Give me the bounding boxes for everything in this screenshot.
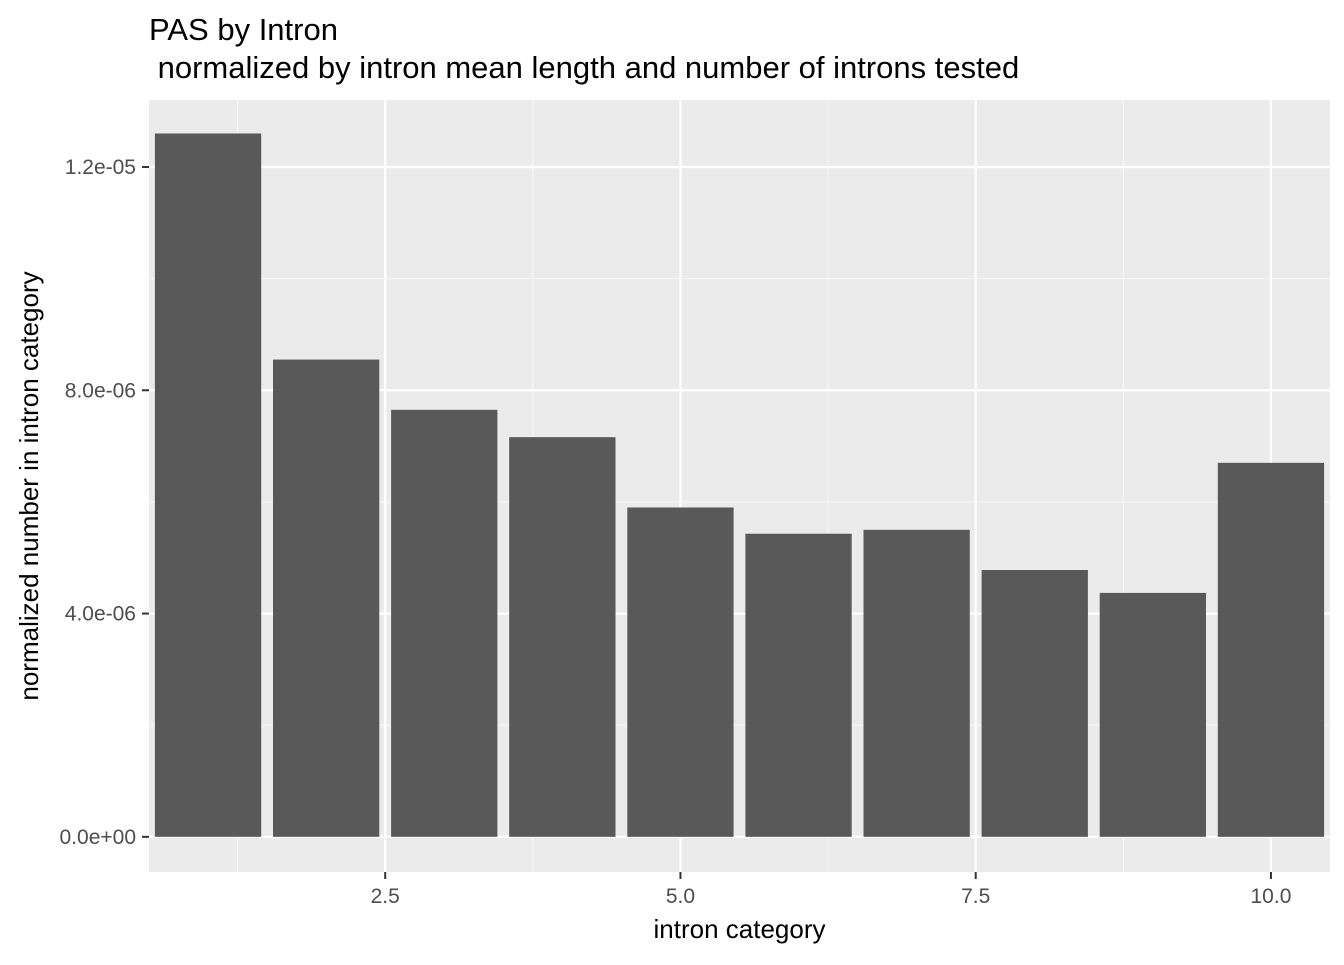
y-tick-label: 0.0e+00	[60, 826, 137, 849]
bar-3	[391, 409, 498, 837]
x-tick-label: 7.5	[961, 885, 990, 908]
bar-2	[273, 359, 380, 837]
bar-6	[745, 533, 852, 837]
chart-title: PAS by Intron	[149, 12, 338, 47]
bar-7	[863, 529, 970, 837]
chart-subtitle: normalized by intron mean length and num…	[149, 50, 1019, 85]
bars-group	[154, 133, 1325, 837]
x-tick-label: 10.0	[1251, 885, 1292, 908]
y-tick-label: 4.0e-06	[65, 603, 136, 626]
x-axis-title: intron category	[654, 914, 826, 944]
bar-9	[1099, 592, 1206, 837]
bar-8	[981, 570, 1088, 837]
x-tick-label: 2.5	[371, 885, 400, 908]
bar-5	[627, 507, 734, 837]
bar-1	[154, 133, 262, 837]
bar-4	[509, 437, 616, 837]
y-axis-title: normalized number in intron category	[14, 271, 44, 700]
y-tick-label: 8.0e-06	[65, 379, 136, 402]
x-tick-label: 5.0	[666, 885, 695, 908]
x-axis: 2.5 5.0 7.5 10.0	[371, 872, 1292, 908]
y-tick-label: 1.2e-05	[65, 156, 136, 179]
bar-10	[1217, 462, 1325, 837]
y-axis: 0.0e+00 4.0e-06 8.0e-06 1.2e-05	[60, 156, 149, 849]
